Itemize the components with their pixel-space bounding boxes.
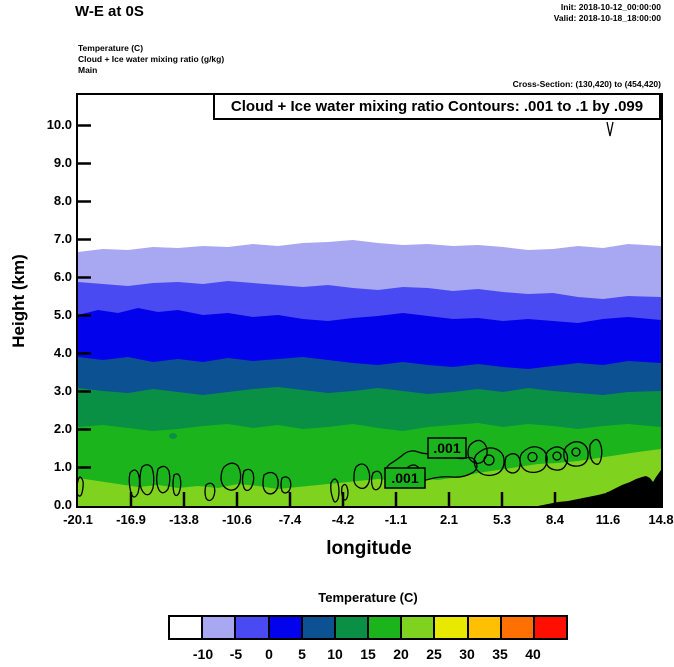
colorbar-tick-label: 40	[525, 646, 541, 662]
colorbar-tick-label: -10	[192, 646, 214, 662]
colorbar-tick-label: 30	[459, 646, 475, 662]
y-tick-label: 0.0	[53, 497, 72, 512]
y-tick-label: 10.0	[46, 117, 72, 132]
colorbar-tick-label: -5	[229, 646, 243, 662]
colorbar-cell	[534, 617, 567, 638]
x-tick-label: -10.6	[222, 512, 252, 527]
x-tick-label: -4.2	[331, 512, 355, 527]
colorbar-cell	[501, 617, 535, 638]
y-tick-label: 5.0	[53, 307, 72, 322]
contour-label-boxes: .001 .001	[384, 437, 467, 489]
colorbar-cell	[170, 617, 204, 638]
cloud-water-contours	[78, 121, 614, 503]
y-tick-label: 8.0	[53, 193, 72, 208]
field-list: Temperature (C) Cloud + Ice water mixing…	[78, 43, 224, 76]
y-tick-label: 4.0	[53, 345, 72, 360]
colorbar-cell	[435, 617, 469, 638]
x-tick-label: 2.1	[439, 512, 459, 527]
colorbar-tick-label: 25	[426, 646, 442, 662]
contour-label-lower: .001	[391, 470, 418, 486]
x-tick-label: 5.3	[492, 512, 512, 527]
colorbar-cell	[236, 617, 270, 638]
colorbar	[168, 615, 568, 640]
colorbar-cell	[402, 617, 436, 638]
y-tick-label: 6.0	[53, 269, 72, 284]
x-tick-label: -20.1	[63, 512, 93, 527]
cross-section-label: Cross-Section: (130,420) to (454,420)	[512, 79, 661, 89]
y-tick-label: 1.0	[53, 459, 72, 474]
y-tick-label: 9.0	[53, 155, 72, 170]
colorbar-cell	[369, 617, 403, 638]
x-tick-label: 8.4	[545, 512, 565, 527]
page-title: W-E at 0S	[75, 3, 144, 20]
x-axis-title: longitude	[326, 538, 412, 559]
cool-pocket-speck	[169, 433, 177, 439]
x-tick-label: -1.1	[384, 512, 408, 527]
colorbar-tick-label: 20	[393, 646, 409, 662]
plot-area: .001 .001	[76, 93, 663, 508]
y-tick-label: 7.0	[53, 231, 72, 246]
colorbar-cell	[269, 617, 303, 638]
x-tick-label: -7.4	[278, 512, 302, 527]
contour-label-upper: .001	[433, 440, 460, 456]
colorbar-title: Temperature (C)	[318, 590, 418, 605]
colorbar-tick-label: 5	[298, 646, 306, 662]
colorbar-cell	[203, 617, 237, 638]
colorbar-tick-label: 35	[492, 646, 508, 662]
colorbar-cell	[335, 617, 370, 638]
cross-section-plot: .001 .001	[78, 95, 661, 506]
axis-tick-marks	[78, 124, 610, 506]
x-tick-label: -16.9	[116, 512, 146, 527]
colorbar-tick-label: 10	[327, 646, 343, 662]
y-tick-label: 2.0	[53, 421, 72, 436]
field-temperature: Temperature (C)	[78, 43, 144, 53]
valid-timestamp: Valid: 2018-10-18_18:00:00	[553, 13, 661, 23]
x-tick-label: 14.8	[648, 512, 674, 527]
colorbar-cell	[468, 617, 502, 638]
band-20-to-25C	[78, 449, 661, 506]
x-tick-label: -13.8	[169, 512, 199, 527]
field-domain: Main	[78, 65, 98, 75]
terrain-silhouette	[538, 470, 661, 506]
x-tick-label: 11.6	[595, 512, 621, 527]
contour-banner: Cloud + Ice water mixing ratio Contours:…	[213, 93, 661, 120]
init-timestamp: Init: 2018-10-12_00:00:00	[560, 2, 661, 12]
colorbar-tick-label: 15	[360, 646, 376, 662]
y-tick-label: 3.0	[53, 383, 72, 398]
colorbar-tick-label: 0	[265, 646, 273, 662]
contour-label-box-upper	[427, 437, 467, 459]
temperature-fill-bands	[78, 95, 661, 506]
field-cloud-ice: Cloud + Ice water mixing ratio (g/kg)	[78, 54, 225, 64]
colorbar-cell	[302, 617, 336, 638]
contour-label-box-lower	[384, 467, 426, 489]
